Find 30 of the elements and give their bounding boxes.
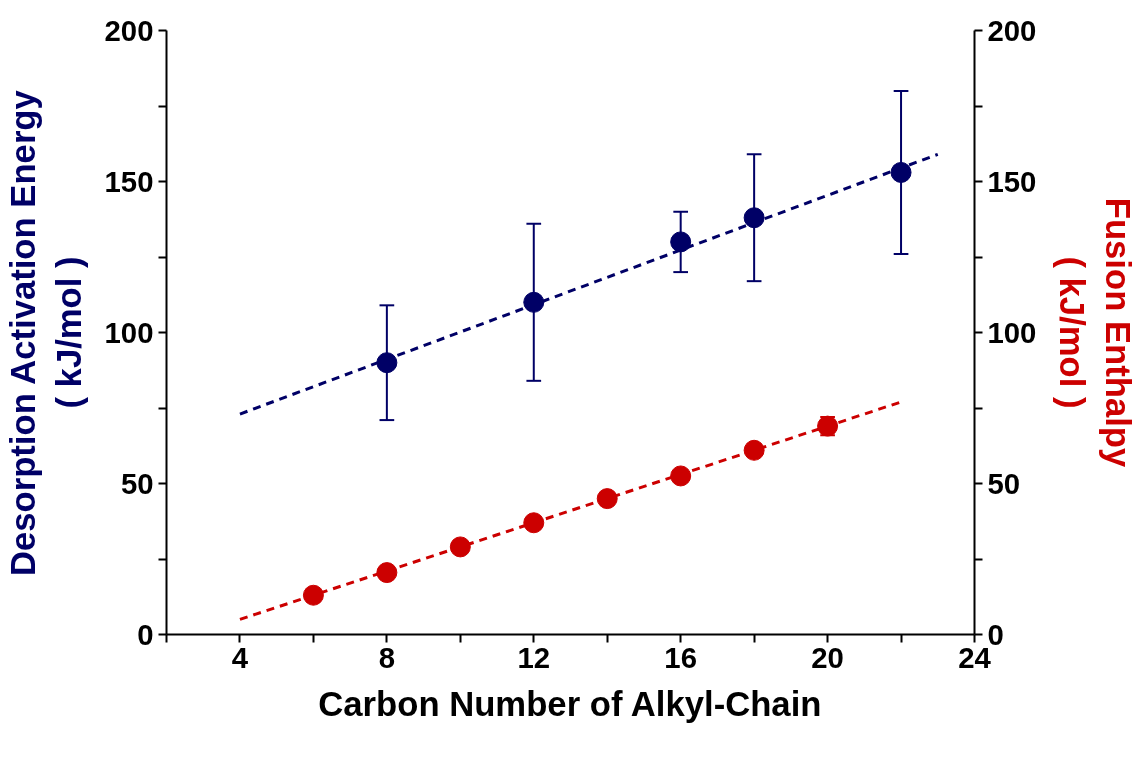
y-tick-label: 150 — [104, 164, 154, 198]
point — [449, 536, 471, 558]
x-tick-label: 16 — [664, 640, 697, 674]
y2-axis-title: Fusion Enthalpy ( kJ/mol ) — [1053, 197, 1138, 468]
y-tick-label: 50 — [120, 466, 154, 500]
x-tick-label: 12 — [517, 640, 551, 674]
y-tick-label: 100 — [104, 315, 154, 349]
point — [596, 488, 618, 510]
y2-tick-label: 200 — [987, 13, 1037, 47]
point — [376, 352, 398, 374]
x-tick-label: 20 — [811, 640, 844, 674]
point — [670, 465, 692, 487]
x-tick-label: 4 — [231, 640, 249, 674]
y2-tick-label: 150 — [987, 164, 1037, 198]
point — [523, 291, 545, 313]
point — [523, 512, 545, 534]
y-axis-title: Desorption Activation Energy ( kJ/mol ) — [3, 89, 88, 577]
x-tick-label: 8 — [378, 640, 396, 674]
point — [890, 161, 912, 183]
point — [302, 584, 324, 606]
y-tick-label: 200 — [104, 13, 154, 47]
y2-tick-label: 100 — [987, 315, 1037, 349]
point — [743, 439, 765, 461]
y2-tick-label: 0 — [987, 617, 1004, 651]
point — [743, 207, 765, 229]
point — [670, 231, 692, 253]
y2-tick-label: 50 — [987, 466, 1021, 500]
point — [376, 562, 398, 584]
y-tick-label: 0 — [137, 617, 154, 651]
x-axis-title: Carbon Number of Alkyl-Chain — [318, 684, 822, 723]
